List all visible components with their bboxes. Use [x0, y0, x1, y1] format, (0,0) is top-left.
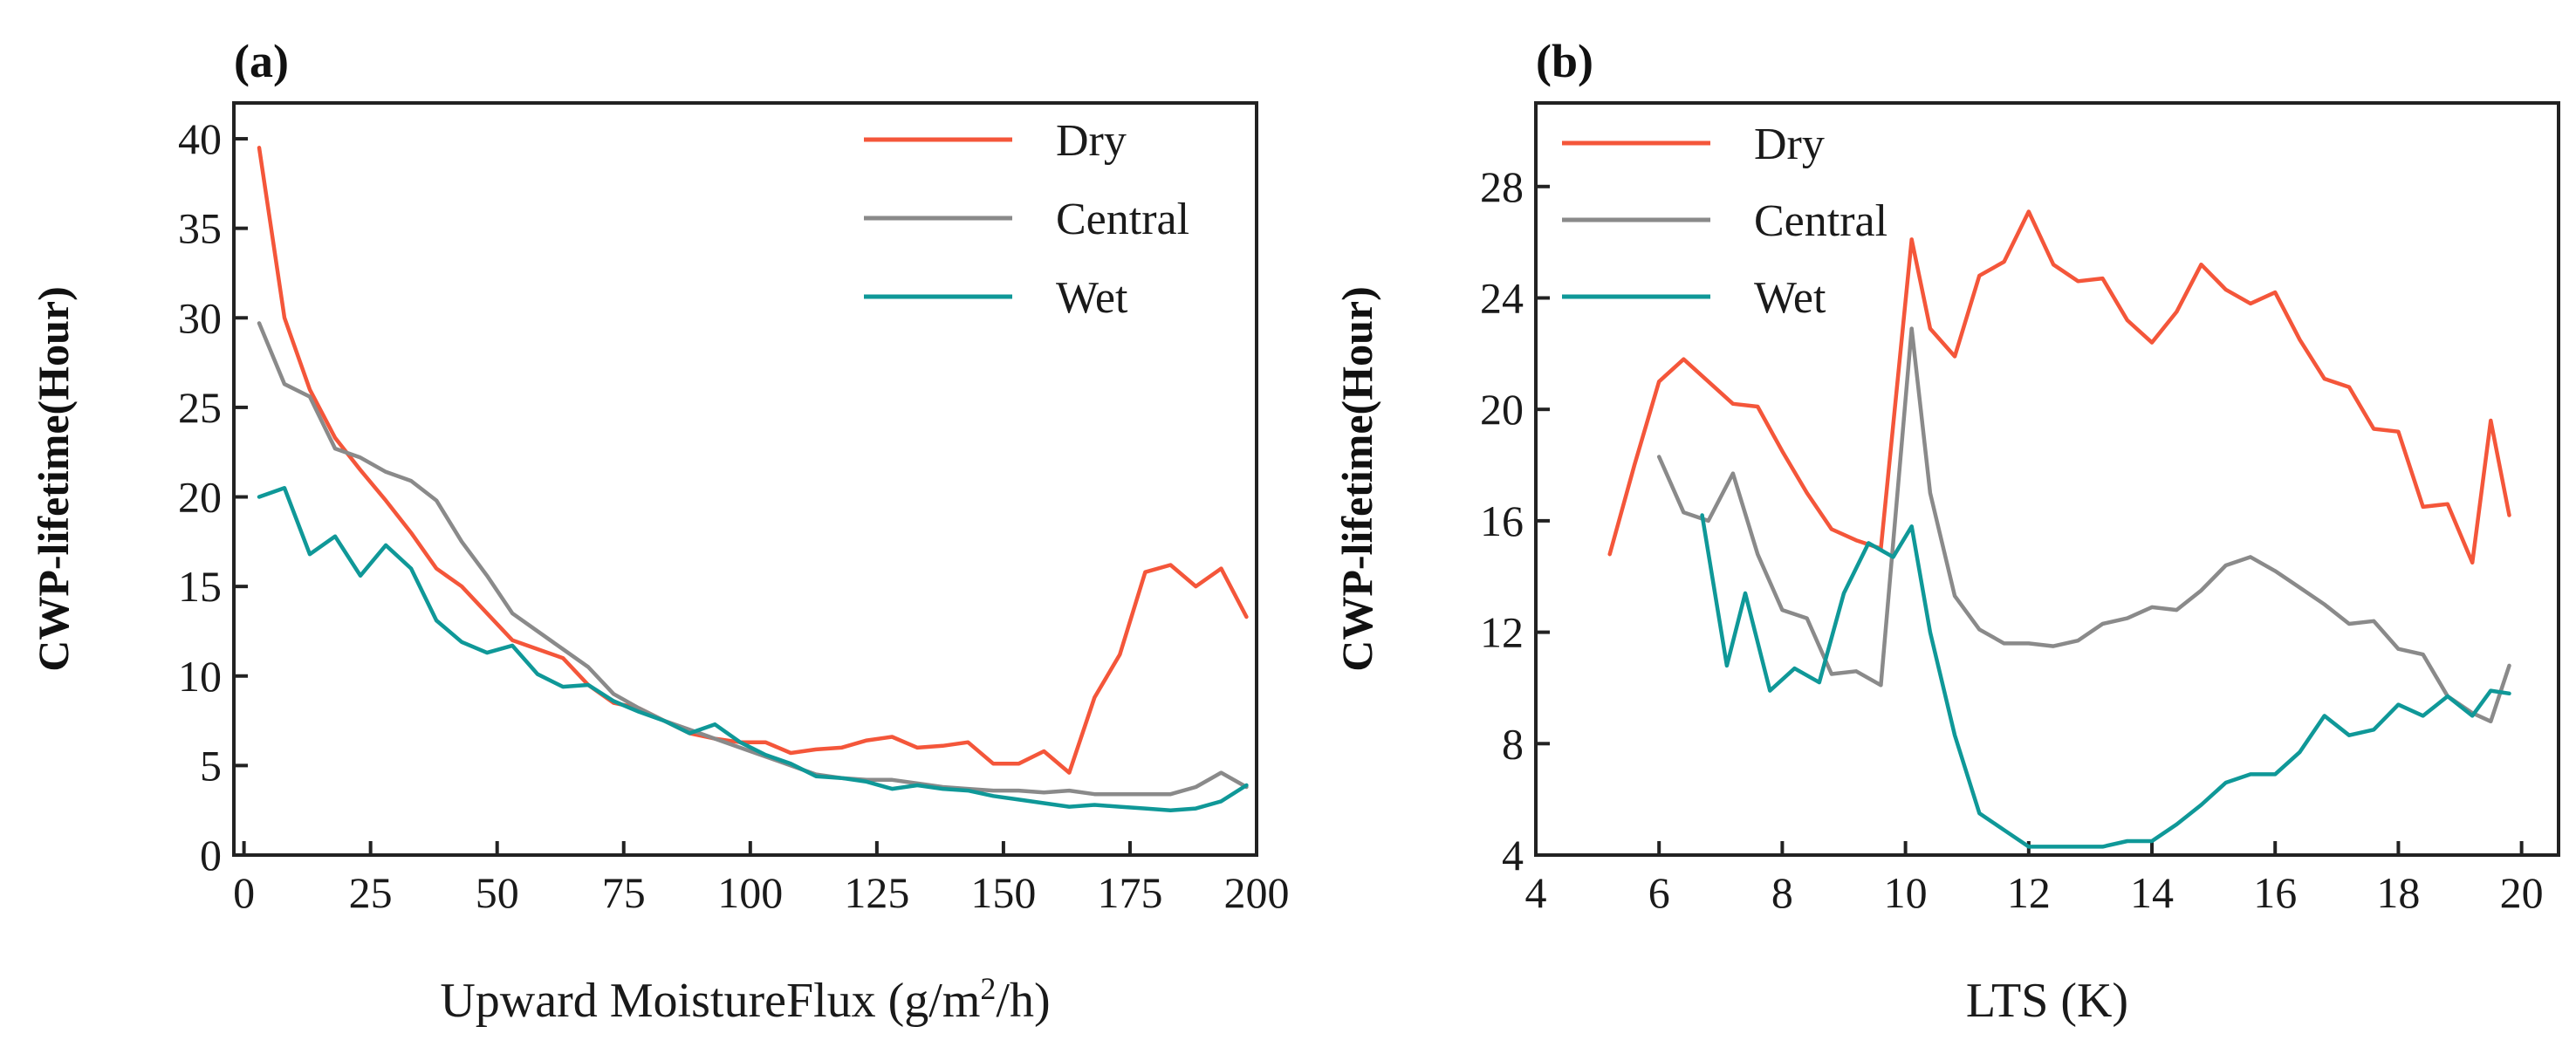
panel-b-x-axis: 4 6 8 10 12 14 16 18 20	[1525, 841, 2544, 917]
panel-a-legend-label-central: Central	[1056, 195, 1189, 244]
panel-a-x-tick-label: 25	[349, 868, 393, 917]
panel-a-y-tick-label: 40	[178, 114, 222, 163]
panel-b-x-tick-label: 14	[2130, 868, 2174, 917]
panel-a-plot-frame	[232, 101, 1258, 857]
panel-b-series-wet-line	[1700, 513, 2511, 849]
panel-a-y-tick-label: 20	[178, 473, 222, 522]
panel-b-plot-frame	[1534, 101, 2560, 857]
panel-a-series	[257, 146, 1249, 812]
panel-a-x-tick-label: 200	[1224, 868, 1290, 917]
panel-b-x-axis-title: LTS (K)	[1966, 974, 2128, 1028]
panel-b-series-dry-line	[1607, 209, 2511, 565]
panel-b-y-axis: 4 8 12 16 20 24 28	[1480, 162, 1550, 879]
panel-a-y-tick-label: 35	[178, 204, 222, 253]
panel-a-series-dry-line	[257, 146, 1249, 775]
panel-a-y-tick-label: 15	[178, 562, 222, 611]
panel-a-x-tick-label: 100	[717, 868, 783, 917]
panel-b-legend: Dry Central Wet	[1562, 120, 1887, 323]
panel-b-series	[1607, 209, 2511, 849]
panel-b-series-central-line	[1656, 326, 2511, 724]
panel-a-y-tick-label: 5	[200, 741, 222, 790]
panel-b-x-tick-label: 20	[2500, 868, 2544, 917]
panel-b-y-axis-title: CWP-lifetime(Hour)	[1333, 286, 1381, 672]
panel-b-x-tick-label: 6	[1648, 868, 1670, 917]
panel-b-y-tick-label: 16	[1480, 496, 1524, 545]
panel-a-x-tick-label: 175	[1097, 868, 1162, 917]
panel-a-x-tick-label: 150	[970, 868, 1036, 917]
panel-b-y-tick-label: 28	[1480, 162, 1524, 211]
panel-a-y-axis-title: CWP-lifetime(Hour)	[29, 286, 78, 672]
panel-a-x-tick-label: 75	[602, 868, 646, 917]
panel-a-y-tick-label: 25	[178, 383, 222, 432]
panel-a-label: (a)	[234, 35, 289, 87]
panel-b-x-tick-label: 8	[1771, 868, 1793, 917]
panel-a-y-tick-label: 0	[200, 831, 222, 879]
panel-a-y-axis: 0 5 10 15 20 25 30 35 40	[178, 114, 248, 879]
panel-b-y-tick-label: 8	[1502, 719, 1524, 768]
panel-a-series-central-line	[257, 321, 1249, 797]
panel-a-legend-label-wet: Wet	[1056, 273, 1128, 323]
panel-b: (b) 4 8 12 16 20 24 28 4 6 8 10 12 14 16 18 20 CWP-lif…	[1333, 35, 2560, 1028]
panel-a-x-tick-label: 125	[844, 868, 909, 917]
panel-b-legend-label-dry: Dry	[1754, 120, 1825, 169]
panel-b-x-tick-label: 12	[2007, 868, 2051, 917]
panel-b-y-tick-label: 12	[1480, 608, 1524, 657]
panel-a-x-axis: 0 25 50 75 100 125 150 175 200	[233, 841, 1290, 917]
panel-b-legend-label-central: Central	[1754, 196, 1887, 246]
panel-a: (a) 0 5 10 15 20 25 30 35 40 0 25 50 75 100 125 150 175…	[29, 35, 1290, 1028]
panel-a-y-tick-label: 30	[178, 293, 222, 342]
panel-a-x-tick-label: 50	[476, 868, 519, 917]
panel-a-legend: Dry Central Wet	[864, 116, 1189, 323]
panel-a-y-tick-label: 10	[178, 652, 222, 701]
panel-b-x-tick-label: 18	[2376, 868, 2420, 917]
panel-b-y-tick-label: 20	[1480, 385, 1524, 434]
panel-b-x-tick-label: 16	[2253, 868, 2297, 917]
panel-a-series-wet-line	[257, 486, 1249, 812]
panel-a-x-tick-label: 0	[233, 868, 255, 917]
panel-b-x-tick-label: 10	[1884, 868, 1928, 917]
panel-b-x-tick-label: 4	[1525, 868, 1547, 917]
panel-a-legend-label-dry: Dry	[1056, 116, 1127, 166]
panel-b-y-tick-label: 24	[1480, 273, 1524, 322]
panel-b-label: (b)	[1536, 35, 1593, 87]
panel-b-y-tick-label: 4	[1502, 831, 1524, 879]
panel-a-x-axis-title: Upward MoistureFlux (g/m2/h)	[440, 971, 1050, 1028]
panel-b-legend-label-wet: Wet	[1754, 273, 1826, 323]
